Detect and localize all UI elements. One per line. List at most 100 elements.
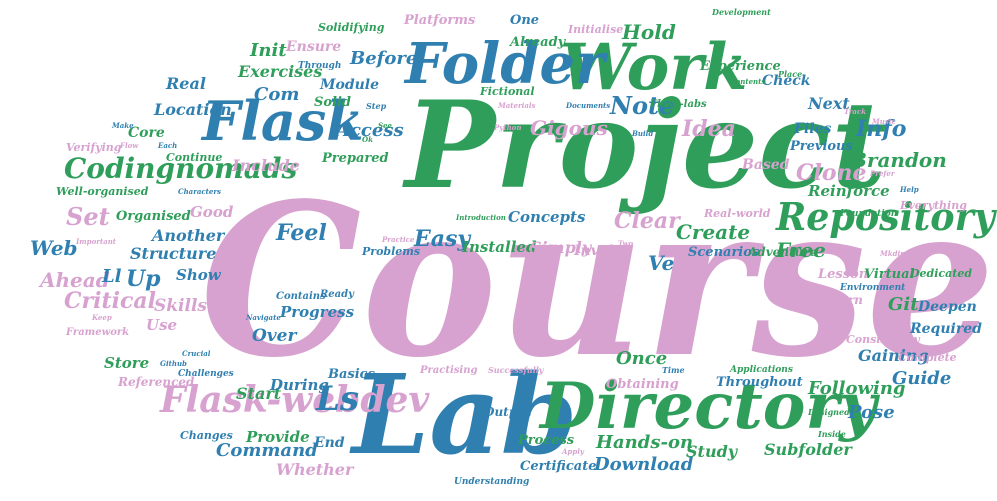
word-project: Project bbox=[405, 75, 887, 216]
word-framework: Framework bbox=[66, 327, 130, 338]
word-ls: Ls bbox=[316, 379, 360, 419]
word-previous: Previous bbox=[790, 139, 853, 154]
word-navigate: Navigate bbox=[246, 313, 281, 322]
word-solid: Solid bbox=[314, 95, 352, 110]
word-whether: Whether bbox=[276, 460, 354, 479]
word-access: Access bbox=[336, 120, 404, 141]
word-obtaining: Obtaining bbox=[606, 377, 679, 392]
word-crucial: Crucial bbox=[182, 349, 211, 358]
word-contents: Contents bbox=[730, 77, 766, 86]
word-prepared: Prepared bbox=[322, 151, 389, 166]
word-already: Already bbox=[510, 35, 566, 50]
word-track: Track bbox=[844, 107, 867, 116]
word-organised: Organised bbox=[116, 209, 191, 224]
word-experience: Experience bbox=[700, 59, 781, 74]
word-module: Module bbox=[320, 77, 380, 93]
word-scenarios: Scenarios bbox=[688, 245, 760, 260]
word-during: During bbox=[270, 376, 329, 394]
word-ve: Ve bbox=[648, 251, 675, 275]
word-flask-webdev: Flask-webdev bbox=[160, 379, 430, 421]
word-place: Place bbox=[778, 69, 803, 79]
word-create: Create bbox=[676, 220, 751, 244]
word-environment: Environment bbox=[840, 283, 906, 293]
word-directory: Directory bbox=[540, 369, 877, 444]
word-skills: Skills bbox=[154, 296, 208, 316]
word-store: Store bbox=[104, 354, 150, 372]
word-info: Info bbox=[856, 116, 907, 142]
word-codingnomads: Codingnomads bbox=[64, 152, 298, 185]
word-continue: Continue bbox=[166, 151, 223, 164]
word-certificate: Certificate bbox=[520, 459, 597, 474]
word-adventure: Adventure bbox=[748, 245, 818, 259]
word-easy: Easy bbox=[414, 226, 471, 252]
word-basics: Basics bbox=[328, 367, 375, 382]
word-involve: Involve bbox=[574, 243, 631, 259]
word-installed: Installed bbox=[462, 238, 537, 256]
word-concepts: Concepts bbox=[508, 208, 586, 226]
word-hands-on: Hands-on bbox=[596, 432, 694, 453]
word-clear: Clear bbox=[614, 208, 680, 234]
word-study: Study bbox=[686, 442, 738, 461]
word-before: Before bbox=[350, 48, 418, 69]
word-fictional: Fictional bbox=[480, 85, 535, 98]
word-flask-labs: Flask-labs bbox=[650, 99, 707, 110]
word-platforms: Platforms bbox=[404, 13, 476, 28]
word-ok: Ok bbox=[362, 135, 373, 144]
word-one: One bbox=[510, 13, 540, 28]
word-time: Time bbox=[662, 365, 685, 375]
word-referenced: Referenced bbox=[118, 375, 195, 389]
word-course: Course bbox=[200, 157, 996, 404]
word-through: Through bbox=[298, 61, 342, 71]
word-well-organised: Well-organised bbox=[56, 185, 149, 198]
word-characters: Characters bbox=[178, 187, 221, 196]
word-clone: Clone bbox=[796, 160, 867, 186]
word-exercises: Exercises bbox=[238, 62, 323, 81]
word-provide: Provide bbox=[246, 428, 310, 446]
word-idea: Idea bbox=[682, 116, 736, 142]
word-applications: Applications bbox=[730, 365, 793, 375]
word-practising: Practising bbox=[420, 365, 478, 376]
word-apply: Apply bbox=[562, 447, 584, 456]
word-end: End bbox=[314, 435, 345, 451]
word-another: Another bbox=[152, 226, 225, 245]
word-required: Required bbox=[910, 321, 982, 337]
word-two: Two bbox=[618, 239, 634, 248]
word-ll: Ll bbox=[102, 266, 122, 287]
word-development: Development bbox=[712, 7, 771, 17]
word-feel: Feel bbox=[276, 220, 327, 246]
word-gaining: Gaining bbox=[858, 346, 929, 365]
word-deepen: Deepen bbox=[918, 299, 977, 315]
word-lesson: Lesson bbox=[818, 267, 869, 282]
word-subfolder: Subfolder bbox=[764, 440, 852, 459]
word-step: Step bbox=[366, 101, 387, 111]
word-hold: Hold bbox=[622, 20, 676, 44]
word-solidifying: Solidifying bbox=[318, 21, 385, 34]
word-help: Help bbox=[900, 185, 919, 194]
word-gigous: Gigous bbox=[530, 116, 608, 140]
word-challenges: Challenges bbox=[178, 369, 234, 379]
word-important: Important bbox=[76, 237, 117, 246]
word-repository: Repository bbox=[776, 194, 995, 239]
word-problems: Problems bbox=[362, 245, 421, 258]
word-initialise: Initialise bbox=[568, 23, 624, 36]
word-everything: Everything bbox=[900, 199, 967, 212]
word-based: Based bbox=[742, 157, 790, 173]
word-folder: Folder bbox=[405, 31, 605, 97]
word-core: Core bbox=[128, 125, 165, 141]
word-reinforce: Reinforce bbox=[808, 182, 890, 200]
word-documents: Documents bbox=[566, 101, 611, 110]
word-once: Once bbox=[616, 348, 668, 369]
word-download: Download bbox=[594, 454, 694, 475]
word-changes: Changes bbox=[180, 429, 233, 442]
word-git: Git bbox=[888, 294, 919, 315]
word-practice: Practice bbox=[382, 235, 415, 244]
word-ready: Ready bbox=[320, 289, 354, 300]
word-mkdir: Mkdir bbox=[880, 249, 904, 258]
word-inside: Inside bbox=[818, 429, 846, 439]
word-guide: Guide bbox=[892, 368, 952, 389]
word-web: Web bbox=[30, 236, 78, 260]
word-good: Good bbox=[190, 203, 234, 221]
word-understanding: Understanding bbox=[454, 477, 530, 487]
word-dedicated: Dedicated bbox=[910, 267, 973, 280]
